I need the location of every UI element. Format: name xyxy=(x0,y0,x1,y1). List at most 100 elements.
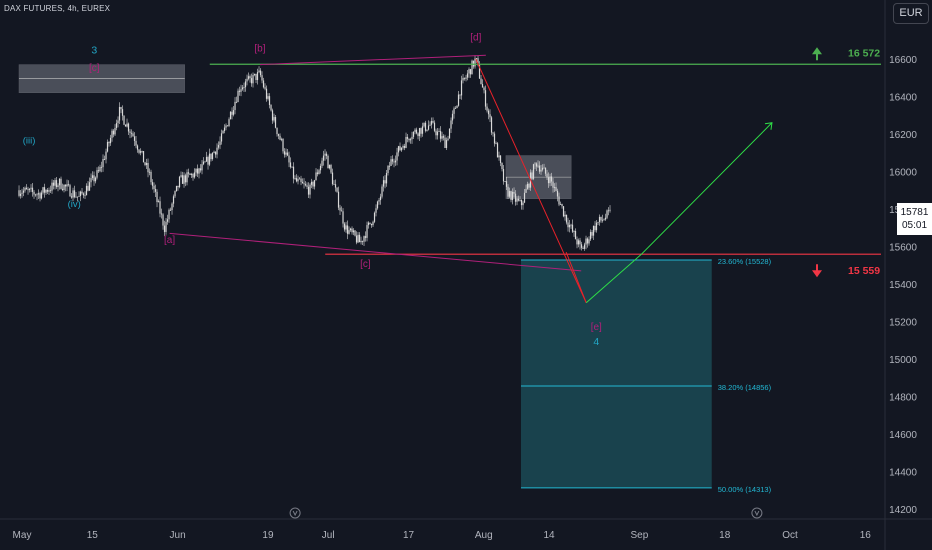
candle-body xyxy=(580,244,583,248)
candle-body xyxy=(312,181,314,187)
candle-body xyxy=(247,76,250,79)
candle-body xyxy=(358,234,361,243)
candle-body xyxy=(493,133,496,144)
candle-body xyxy=(174,191,176,197)
candle-body xyxy=(465,77,467,79)
candle-body xyxy=(400,147,403,151)
candle-body xyxy=(211,152,214,160)
candle-body xyxy=(597,221,599,223)
candle-body xyxy=(429,124,431,126)
currency-button[interactable]: EUR xyxy=(893,3,929,24)
fib-level-label: 23.60% (15528) xyxy=(718,257,772,266)
candle-body xyxy=(177,185,179,188)
candle-body xyxy=(423,122,425,127)
candle-body xyxy=(520,199,523,206)
candle-body xyxy=(517,198,520,201)
price-axis[interactable]: 1660016400162001600015800156001540015200… xyxy=(884,0,917,550)
candle-body xyxy=(408,138,410,141)
candle-body xyxy=(27,189,29,191)
wave-count-label: 3 xyxy=(91,44,97,56)
time-axis[interactable]: May 15 Jun 19 Jul 17 Aug 14 Sep 18 Oct 16 xyxy=(0,507,932,541)
candle-body xyxy=(270,105,272,111)
candle-body xyxy=(37,193,40,195)
candle-body xyxy=(160,213,163,215)
candle-body xyxy=(259,70,262,76)
candle-body xyxy=(511,191,514,201)
candle-body xyxy=(573,231,575,232)
candle-body xyxy=(289,162,292,168)
candle-body xyxy=(114,127,116,135)
candle-body xyxy=(376,201,379,209)
fib-level-label: 38.20% (14856) xyxy=(718,383,772,392)
candle-body xyxy=(550,176,553,182)
candle-body xyxy=(78,196,80,197)
candle-body xyxy=(186,172,188,183)
candle-body xyxy=(396,152,398,161)
candle-body xyxy=(28,188,31,190)
candle-body xyxy=(528,183,530,188)
candle-body xyxy=(82,193,85,196)
candle-body xyxy=(66,184,68,187)
candle-body xyxy=(591,232,593,236)
candle-body xyxy=(249,76,251,79)
candle-body xyxy=(477,58,479,65)
candle-body xyxy=(450,120,452,129)
candle-body xyxy=(199,168,202,171)
candle-body xyxy=(67,184,70,186)
candle-body xyxy=(99,166,101,172)
candle-body xyxy=(171,203,173,211)
candle-body xyxy=(273,117,275,121)
candle-body xyxy=(40,192,43,199)
candle-body xyxy=(381,186,383,197)
candle-body xyxy=(438,131,440,132)
candle-body xyxy=(100,166,103,168)
price-tick-label: 16000 xyxy=(889,168,917,179)
candle-body xyxy=(93,175,95,182)
candle-body xyxy=(370,223,373,226)
candle-body xyxy=(76,196,79,198)
candle-body xyxy=(57,185,59,188)
candle-body xyxy=(439,131,442,139)
candle-body xyxy=(594,225,596,231)
candle-body xyxy=(496,143,499,158)
candle-body xyxy=(388,165,391,167)
candle-body xyxy=(361,240,364,242)
candle-body xyxy=(252,74,254,84)
event-chevron-icon xyxy=(292,510,298,517)
candle-body xyxy=(250,78,253,84)
candle-body xyxy=(64,184,67,187)
price-tick-label: 14400 xyxy=(889,468,917,479)
candle-body xyxy=(109,137,112,144)
candle-body xyxy=(219,141,221,146)
candle-body xyxy=(462,77,464,81)
candle-body xyxy=(115,123,118,128)
time-tick-label: Jul xyxy=(322,530,335,541)
candle-body xyxy=(253,73,256,75)
candle-body xyxy=(144,162,146,165)
candle-body xyxy=(514,193,517,202)
candle-body xyxy=(328,164,331,169)
candle-body xyxy=(301,181,304,184)
candle-body xyxy=(457,94,460,106)
candle-body xyxy=(48,190,50,192)
projection-down-line xyxy=(475,58,587,303)
candle-body xyxy=(201,164,203,171)
candle-body xyxy=(415,129,418,134)
candle-body xyxy=(427,125,430,130)
candle-body xyxy=(435,130,437,136)
dividend-event-icon xyxy=(751,507,763,519)
candle-body xyxy=(447,138,449,141)
candle-body xyxy=(363,236,365,242)
time-tick-label: 16 xyxy=(860,530,872,541)
candle-body xyxy=(132,133,134,137)
candle-body xyxy=(34,194,37,196)
time-tick-label: Aug xyxy=(475,530,493,541)
candle-body xyxy=(375,208,377,213)
candle-body xyxy=(61,188,64,190)
candle-body xyxy=(387,165,389,174)
candle-body xyxy=(205,156,208,162)
candle-body xyxy=(150,171,152,183)
time-tick-label: 18 xyxy=(719,530,731,541)
candle-body xyxy=(357,234,359,243)
